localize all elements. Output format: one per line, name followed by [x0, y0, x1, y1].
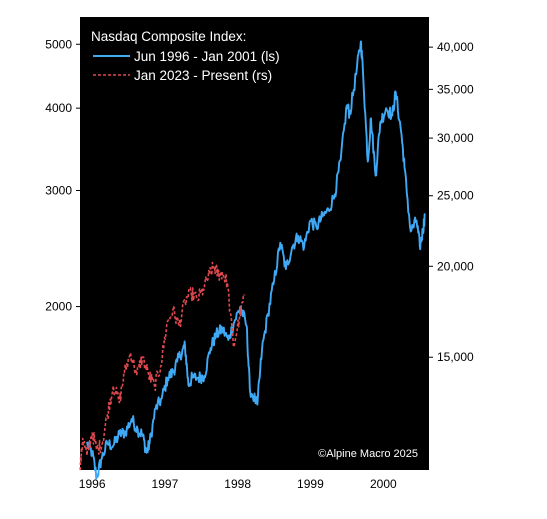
chart-title: Nasdaq Composite Index: — [91, 29, 246, 44]
left-tick-label: 3000 — [45, 184, 72, 198]
right-tick-label: 40,000 — [437, 40, 474, 54]
x-axis: 1996 1997 1998 1999 2000 — [79, 477, 397, 491]
right-tick-label: 15,000 — [437, 350, 474, 364]
series-layer — [79, 40, 426, 480]
left-tick-label: 2000 — [45, 300, 72, 314]
legend-label-series-1: Jun 1996 - Jan 2001 (ls) — [134, 49, 280, 64]
source-label: ©Alpine Macro 2025 — [318, 448, 418, 460]
right-tick-label: 30,000 — [437, 131, 474, 145]
series-line-2 — [79, 261, 246, 471]
x-tick-label: 2000 — [370, 477, 397, 491]
x-axis-band — [0, 470, 547, 514]
right-axis: 15,000 20,000 25,000 30,000 35,000 40,000 — [429, 40, 474, 364]
right-tick-label: 35,000 — [437, 82, 474, 96]
x-tick-label: 1997 — [152, 477, 179, 491]
right-tick-label: 25,000 — [437, 189, 474, 203]
series-line-1 — [85, 40, 426, 480]
left-axis: 2000 3000 4000 5000 — [45, 37, 80, 314]
legend-label-series-2: Jan 2023 - Present (rs) — [134, 68, 272, 83]
right-tick-label: 20,000 — [437, 259, 474, 273]
x-tick-label: 1996 — [79, 477, 106, 491]
x-tick-label: 1998 — [224, 477, 251, 491]
x-tick-label: 1999 — [297, 477, 324, 491]
left-tick-label: 5000 — [45, 37, 72, 51]
left-tick-label: 4000 — [45, 101, 72, 115]
